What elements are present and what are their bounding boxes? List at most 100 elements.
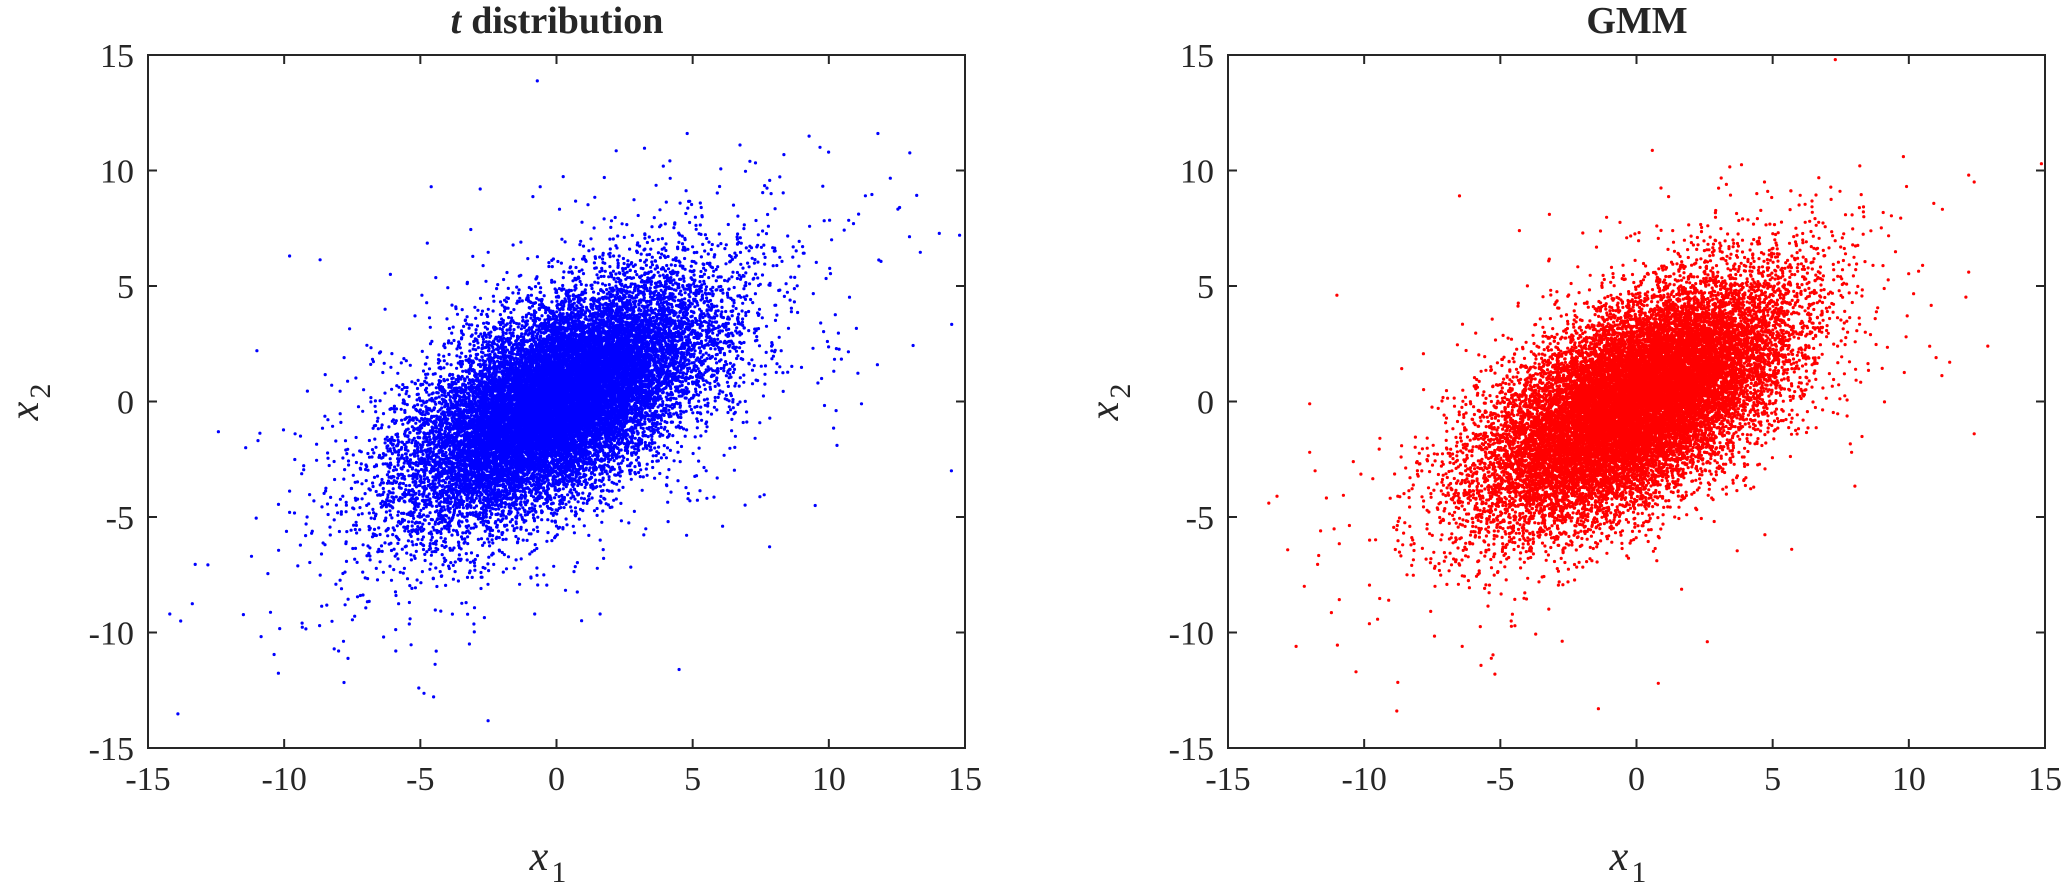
scatter-point xyxy=(678,201,682,205)
scatter-point xyxy=(730,314,734,318)
scatter-point xyxy=(448,524,452,528)
scatter-point xyxy=(709,247,713,252)
scatter-point xyxy=(596,281,600,285)
scatter-point xyxy=(447,352,451,357)
scatter-point xyxy=(352,523,356,527)
scatter-point xyxy=(669,263,673,267)
scatter-point xyxy=(732,367,737,371)
scatter-point xyxy=(763,184,767,188)
scatter-point xyxy=(645,462,649,466)
scatter-point xyxy=(410,441,414,445)
scatter-point xyxy=(665,475,669,479)
scatter-point xyxy=(455,354,459,358)
scatter-point xyxy=(438,570,442,574)
scatter-point xyxy=(414,549,418,554)
scatter-point xyxy=(497,529,501,533)
scatter-point xyxy=(532,528,536,532)
scatter-point xyxy=(704,285,709,289)
scatter-point xyxy=(785,290,790,294)
scatter-point xyxy=(346,459,351,463)
scatter-point xyxy=(550,300,554,304)
scatter-point xyxy=(723,278,727,283)
scatter-point xyxy=(503,524,507,528)
scatter-point xyxy=(529,293,534,297)
scatter-point xyxy=(560,237,564,241)
scatter-point xyxy=(825,339,830,344)
scatter-point xyxy=(706,303,710,307)
scatter-point xyxy=(450,303,454,307)
scatter-point xyxy=(752,364,756,368)
scatter-point xyxy=(383,307,387,311)
scatter-point xyxy=(487,340,491,344)
scatter-point xyxy=(380,477,384,482)
scatter-point xyxy=(665,429,670,433)
scatter-point xyxy=(415,578,419,582)
scatter-point xyxy=(832,369,836,373)
scatter-point xyxy=(827,345,831,349)
scatter-point xyxy=(580,268,584,272)
scatter-point xyxy=(326,456,330,460)
scatter-point xyxy=(713,399,717,403)
scatter-point xyxy=(490,538,494,542)
scatter-point xyxy=(427,393,431,397)
scatter-point xyxy=(614,272,618,276)
scatter-point xyxy=(739,241,743,245)
scatter-point xyxy=(355,560,359,565)
scatter-point xyxy=(680,234,684,238)
scatter-point xyxy=(573,565,577,569)
scatter-point xyxy=(703,387,707,391)
scatter-point xyxy=(460,308,464,312)
scatter-point xyxy=(424,376,428,380)
scatter-point xyxy=(698,390,703,394)
scatter-point xyxy=(656,270,660,274)
scatter-point xyxy=(707,353,711,357)
scatter-point xyxy=(466,535,470,539)
scatter-point xyxy=(718,389,722,393)
scatter-point xyxy=(346,597,350,601)
scatter-point xyxy=(391,487,395,491)
scatter-point xyxy=(481,565,485,570)
scatter-point xyxy=(695,498,700,502)
scatter-point xyxy=(743,169,748,173)
scatter-point xyxy=(709,412,714,416)
scatter-point xyxy=(334,503,338,507)
scatter-point xyxy=(645,240,650,245)
scatter-point xyxy=(612,447,616,451)
scatter-point xyxy=(842,228,846,232)
scatter-point xyxy=(394,468,398,472)
scatter-point xyxy=(699,205,703,210)
scatter-point xyxy=(300,621,304,625)
scatter-point xyxy=(735,276,740,281)
scatter-point xyxy=(601,489,605,493)
scatter-point xyxy=(551,513,555,518)
scatter-point xyxy=(613,215,617,220)
scatter-point xyxy=(367,502,371,506)
scatter-point xyxy=(488,515,492,520)
scatter-point xyxy=(374,445,378,449)
scatter-point xyxy=(763,262,767,266)
scatter-point xyxy=(607,275,611,279)
scatter-point xyxy=(749,246,754,250)
scatter-point xyxy=(439,375,443,379)
scatter-point xyxy=(718,184,722,189)
scatter-point xyxy=(281,428,286,432)
scatter-point xyxy=(466,542,470,546)
scatter-point xyxy=(679,289,683,293)
scatter-point xyxy=(487,569,491,573)
scatter-point xyxy=(563,588,568,592)
scatter-point xyxy=(276,502,281,506)
scatter-point xyxy=(688,220,692,225)
scatter-point xyxy=(390,516,394,520)
chart-title-text: distribution xyxy=(471,0,663,42)
scatter-point xyxy=(857,212,861,216)
scatter-point xyxy=(635,273,639,277)
scatter-point xyxy=(579,282,583,286)
scatter-point xyxy=(564,517,568,521)
scatter-point xyxy=(535,296,539,300)
scatter-point xyxy=(545,539,549,543)
scatter-point xyxy=(514,558,518,562)
scatter-point xyxy=(690,202,694,207)
scatter-point xyxy=(464,601,468,605)
scatter-point xyxy=(439,609,443,613)
scatter-point xyxy=(775,362,779,366)
